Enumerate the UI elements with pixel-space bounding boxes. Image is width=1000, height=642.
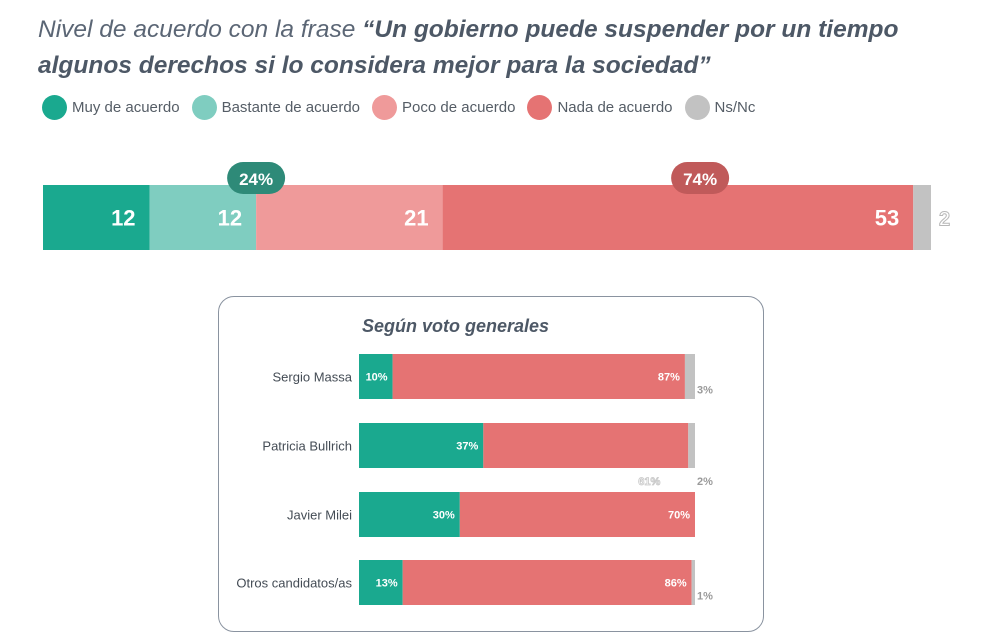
- row-label: Patricia Bullrich: [262, 439, 352, 454]
- row-segment: [359, 354, 393, 399]
- callout-badge: [227, 162, 286, 194]
- row-value-label: 13%: [376, 578, 398, 590]
- row-value-label: 37%: [456, 441, 478, 453]
- chart-title-prefix: Nivel de acuerdo con la frase: [38, 16, 363, 43]
- overall-value-label: 53: [875, 206, 899, 231]
- row-value-label: 2%: [697, 476, 713, 488]
- row-value-label: 3%: [697, 385, 713, 397]
- callout-label: 24%: [239, 170, 273, 189]
- legend-swatch: [684, 95, 710, 120]
- legend-label: Muy de acuerdo: [72, 99, 180, 116]
- chart-title: Nivel de acuerdo con la frase “Un gobier…: [38, 12, 978, 84]
- legend-item: Nada de acuerdo: [527, 95, 673, 120]
- row-segment: [459, 492, 695, 537]
- legend-swatch: [191, 95, 217, 120]
- row-value-label: 86%: [665, 578, 687, 590]
- legend-item: Muy de acuerdo: [42, 95, 180, 120]
- legend-item: Bastante de acuerdo: [191, 95, 361, 120]
- breakdown-panel: [218, 296, 764, 632]
- overall-value-label: 2: [939, 209, 950, 231]
- callout-badge: [671, 162, 730, 194]
- legend-swatch: [372, 95, 398, 120]
- overall-segment: [43, 185, 150, 250]
- callout-label: 74%: [683, 170, 717, 189]
- legend-label: Poco de acuerdo: [402, 99, 516, 116]
- chart-title-quote: “Un gobierno puede suspender por un tiem…: [38, 16, 899, 79]
- row-segment: [359, 560, 403, 605]
- legend-item: Ns/Nc: [684, 95, 756, 120]
- row-segment: [359, 423, 484, 468]
- row-label: Javier Milei: [287, 508, 352, 523]
- row-value-label: 87%: [658, 372, 680, 384]
- overall-segment: [256, 185, 443, 250]
- row-segment: [691, 560, 695, 605]
- legend-swatch: [42, 95, 67, 120]
- overall-segment: [149, 185, 257, 250]
- overall-value-label: 12: [218, 206, 242, 231]
- overall-segment: [913, 185, 931, 250]
- row-segment: [688, 423, 695, 468]
- legend-label: Bastante de acuerdo: [221, 99, 361, 116]
- row-segment: [359, 492, 460, 537]
- row-segment: [392, 354, 685, 399]
- row-value-label: 30%: [433, 510, 455, 522]
- row-value-label: 70%: [668, 510, 690, 522]
- row-label: Otros candidatos/as: [236, 576, 352, 591]
- row-segment: [402, 560, 692, 605]
- overall-value-label: 21: [404, 206, 428, 231]
- legend-item: Poco de acuerdo: [372, 95, 515, 120]
- overall-segment: [442, 185, 914, 250]
- legend-swatch: [527, 95, 553, 120]
- row-value-label: 61%: [638, 476, 660, 488]
- row-value-label: 10%: [366, 372, 388, 384]
- legend-label: Ns/Nc: [714, 99, 756, 116]
- row-label: Sergio Massa: [273, 370, 353, 385]
- overall-value-label: 12: [111, 206, 135, 231]
- breakdown-title: Según voto generales: [362, 316, 550, 336]
- row-segment: [684, 354, 695, 399]
- legend: Muy de acuerdo Bastante de acuerdo Poco de…: [42, 95, 767, 120]
- row-value-label: 1%: [697, 591, 713, 603]
- legend-label: Nada de acuerdo: [557, 99, 673, 116]
- row-segment: [483, 423, 689, 468]
